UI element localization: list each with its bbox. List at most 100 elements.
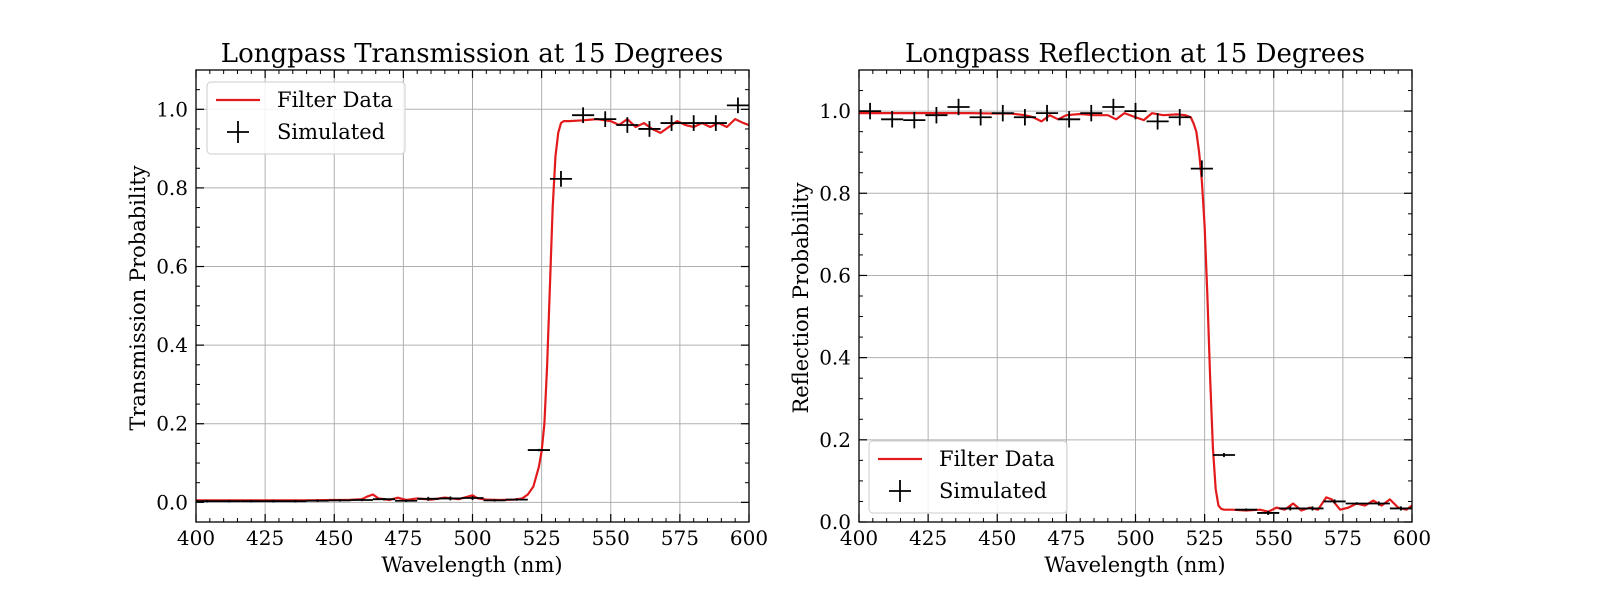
- simulated-point: [306, 499, 329, 502]
- y-axis-label: Transmission Probability: [126, 165, 150, 430]
- plot-frame: [195, 69, 750, 523]
- simulated-point: [947, 98, 970, 116]
- simulated-point: [1345, 502, 1368, 505]
- legend-label-filter-data: Filter Data: [277, 88, 393, 112]
- simulated-point: [1301, 506, 1324, 511]
- chart-title: Longpass Transmission at 15 Degrees: [221, 39, 723, 69]
- transmission-chart: Longpass Transmission at 15 Degrees Wave…: [126, 39, 768, 577]
- simulated-point: [527, 448, 550, 452]
- x-tick-label: 575: [661, 526, 699, 550]
- simulated-point: [704, 115, 727, 131]
- legend-label-filter-data: Filter Data: [939, 447, 1055, 471]
- x-tick-label: 500: [1116, 526, 1154, 550]
- y-tick-label: 0.6: [156, 255, 188, 279]
- x-tick-label: 450: [315, 526, 353, 550]
- x-axis-label: Wavelength (nm): [381, 553, 562, 577]
- simulated-point: [284, 499, 307, 503]
- simulated-point: [417, 496, 440, 501]
- x-tick-label: 575: [1324, 526, 1362, 550]
- simulated-point: [196, 499, 219, 503]
- y-axis: 0.0 0.2 0.4 0.6 0.8 1.0: [819, 99, 1412, 534]
- simulated-point: [1389, 506, 1412, 511]
- x-tick-label: 550: [592, 526, 630, 550]
- x-tick-label: 525: [1186, 526, 1224, 550]
- simulated-point: [903, 111, 926, 129]
- simulated-point: [1013, 109, 1036, 126]
- x-axis: 400 425 450 475 500 525 550 575 600: [840, 70, 1431, 550]
- plot-frame: [858, 69, 1413, 523]
- simulated-point: [1035, 104, 1059, 122]
- y-tick-label: 0.6: [819, 263, 851, 287]
- simulated-point: [1146, 113, 1169, 130]
- simulated-point: [969, 109, 992, 126]
- simulated-point: [395, 499, 418, 502]
- x-axis: 400 425 450 475 500 525 550 575 600: [177, 70, 768, 550]
- simulated-point: [594, 111, 617, 127]
- simulated-point: [1190, 160, 1213, 177]
- simulated-point: [859, 102, 882, 120]
- y-tick-label: 1.0: [819, 99, 851, 123]
- simulated-point: [1235, 508, 1258, 511]
- reflection-chart: Longpass Reflection at 15 Degrees Wavele…: [789, 39, 1431, 577]
- simulated-point: [1124, 102, 1147, 120]
- x-tick-label: 475: [384, 526, 422, 550]
- y-tick-label: 0.0: [819, 510, 851, 534]
- x-tick-label: 475: [1047, 526, 1085, 550]
- simulated-point: [350, 498, 373, 502]
- legend-label-simulated: Simulated: [277, 120, 385, 144]
- y-tick-label: 0.2: [819, 428, 851, 452]
- y-axis-label: Reflection Probability: [789, 182, 813, 413]
- simulated-point: [461, 496, 484, 500]
- legend: Filter Data Simulated: [868, 440, 1068, 514]
- simulated-point: [1102, 98, 1125, 116]
- x-tick-label: 425: [909, 526, 947, 550]
- legend: Filter Data Simulated: [206, 81, 406, 155]
- x-tick-label: 600: [1393, 526, 1431, 550]
- x-tick-label: 600: [730, 526, 768, 550]
- simulated-series: [196, 97, 749, 503]
- simulated-point: [1323, 499, 1346, 504]
- simulated-point: [925, 106, 948, 124]
- legend-label-simulated: Simulated: [939, 479, 1047, 503]
- simulated-point: [505, 498, 528, 501]
- simulated-point: [881, 111, 904, 128]
- simulated-point: [240, 499, 263, 503]
- simulated-point: [218, 499, 241, 503]
- simulated-point: [616, 117, 639, 133]
- simulated-point: [1212, 452, 1236, 458]
- simulated-point: [439, 496, 462, 501]
- x-tick-label: 525: [523, 526, 561, 550]
- y-tick-label: 1.0: [156, 97, 188, 121]
- x-tick-label: 550: [1255, 526, 1293, 550]
- chart-title: Longpass Reflection at 15 Degrees: [905, 39, 1365, 69]
- simulated-point: [549, 171, 573, 187]
- simulated-point: [328, 499, 351, 502]
- x-tick-label: 400: [840, 526, 878, 550]
- y-axis: 0.0 0.2 0.4 0.6 0.8 1.0: [156, 97, 749, 514]
- x-tick-label: 400: [177, 526, 215, 550]
- x-tick-label: 425: [246, 526, 284, 550]
- x-axis-label: Wavelength (nm): [1044, 553, 1225, 577]
- simulated-series: [859, 98, 1412, 516]
- simulated-point: [1367, 501, 1390, 506]
- simulated-point: [1168, 109, 1191, 126]
- simulated-point: [1279, 506, 1302, 511]
- simulated-point: [572, 107, 595, 124]
- simulated-point: [1058, 111, 1081, 128]
- minor-ticks: [196, 69, 749, 523]
- simulated-point: [372, 498, 396, 501]
- y-tick-label: 0.8: [819, 181, 851, 205]
- x-tick-label: 450: [978, 526, 1016, 550]
- simulated-point: [483, 499, 506, 502]
- simulated-point: [638, 121, 661, 137]
- x-tick-label: 500: [453, 526, 491, 550]
- simulated-point: [660, 115, 683, 131]
- y-tick-label: 0.8: [156, 176, 188, 200]
- y-tick-label: 0.4: [156, 333, 188, 357]
- simulated-point: [1257, 510, 1280, 516]
- simulated-point: [682, 115, 705, 131]
- y-tick-label: 0.0: [156, 490, 188, 514]
- simulated-point: [726, 97, 749, 114]
